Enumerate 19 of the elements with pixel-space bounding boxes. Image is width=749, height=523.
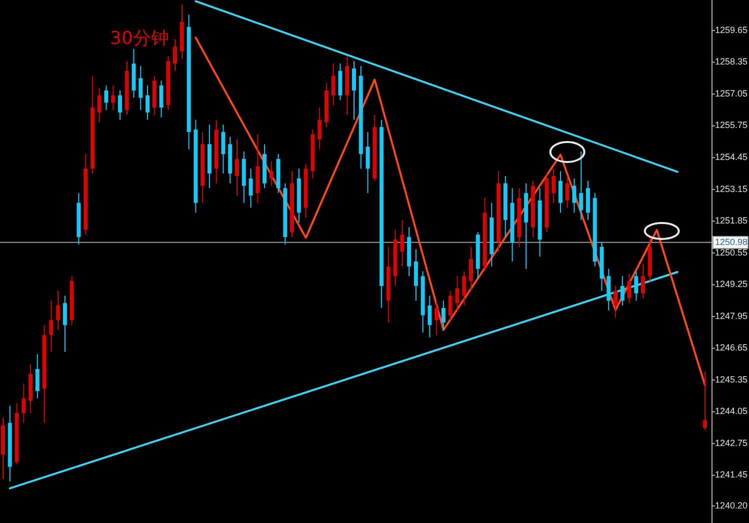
text: 30分钟 xyxy=(110,28,169,49)
y-tick-label: 1246.65 xyxy=(715,342,748,353)
ref-line-label: 1250.98 xyxy=(715,236,748,247)
y-tick-label: 1257.05 xyxy=(715,88,748,98)
y-tick-label: 1247.95 xyxy=(715,310,748,321)
line-series xyxy=(194,36,706,386)
y-tick-label: 1254.45 xyxy=(715,152,748,162)
y-tick-label: 1251.85 xyxy=(715,216,748,226)
y-tick-label: 1253.15 xyxy=(715,184,748,194)
y-tick-label: 1241.45 xyxy=(715,470,748,480)
y-tick-label: 1258.35 xyxy=(715,56,748,67)
y-tick-label: 1242.75 xyxy=(715,438,748,448)
y-tick-label: 1244.05 xyxy=(715,406,748,416)
y-tick-label: 1245.35 xyxy=(715,374,748,384)
y-tick-label: 1249.25 xyxy=(715,279,748,290)
y-tick-label: 1255.75 xyxy=(715,120,748,130)
y-tick-label: 1240.20 xyxy=(715,500,748,510)
y-tick-label: 1259.65 xyxy=(715,24,748,35)
y-tick-label: 1250.55 xyxy=(715,247,748,258)
